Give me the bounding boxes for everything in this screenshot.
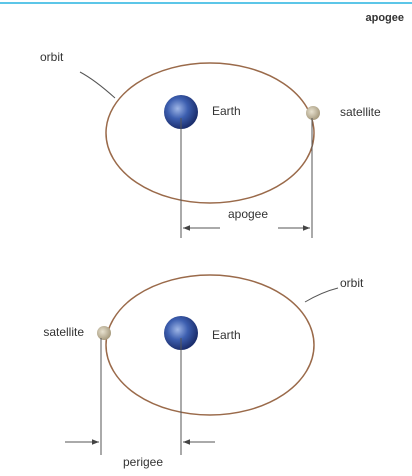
satellite-label: satellite bbox=[43, 325, 84, 339]
satellite-label: satellite bbox=[340, 105, 381, 119]
distance-label: perigee bbox=[123, 455, 163, 469]
perigee-diagram: orbit Earth satellite perigee bbox=[43, 274, 364, 469]
orbit-label: orbit bbox=[340, 276, 364, 290]
earth bbox=[164, 316, 198, 350]
distance-label: apogee bbox=[228, 207, 268, 221]
orbit bbox=[105, 62, 315, 204]
earth bbox=[164, 95, 198, 129]
leader-line bbox=[304, 287, 339, 303]
orbit bbox=[105, 274, 315, 416]
satellite bbox=[97, 326, 111, 340]
header-title: apogee bbox=[365, 12, 404, 24]
apogee-diagram: orbit Earth satellite apogee bbox=[40, 50, 381, 238]
leader-line bbox=[79, 71, 116, 99]
earth-label: Earth bbox=[212, 104, 241, 118]
earth-label: Earth bbox=[212, 328, 241, 342]
satellite bbox=[306, 106, 320, 120]
orbit-label: orbit bbox=[40, 50, 64, 64]
